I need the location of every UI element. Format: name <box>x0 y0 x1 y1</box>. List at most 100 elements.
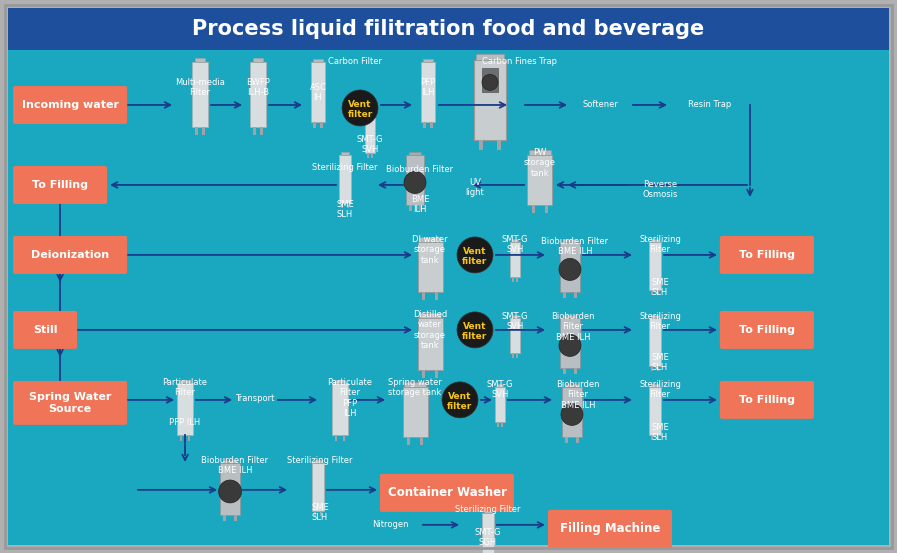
Text: filter: filter <box>462 332 488 341</box>
Bar <box>347 203 349 208</box>
Bar <box>562 387 582 437</box>
Bar <box>560 318 580 368</box>
Text: Resin Trap: Resin Trap <box>688 100 732 109</box>
Circle shape <box>404 171 426 194</box>
Text: SMT-G
SVH: SMT-G SVH <box>501 312 528 331</box>
Bar <box>510 242 520 277</box>
Bar <box>563 292 566 298</box>
Bar <box>339 155 351 203</box>
Bar <box>343 435 345 441</box>
Text: Reverse
Osmosis: Reverse Osmosis <box>642 180 677 199</box>
Text: PW
storage
tank: PW storage tank <box>524 148 556 178</box>
Bar <box>341 152 349 155</box>
Bar <box>187 435 190 441</box>
Bar <box>497 384 503 387</box>
Text: SME
SLH: SME SLH <box>311 503 329 522</box>
Text: Vent: Vent <box>463 322 487 331</box>
Text: SMT-G
SVH: SMT-G SVH <box>487 380 513 399</box>
Text: Sterilizing
Filter: Sterilizing Filter <box>639 380 681 399</box>
Text: Bioburden
Filter
BME ILH: Bioburden Filter BME ILH <box>552 312 595 342</box>
Text: ASC
IH: ASC IH <box>309 83 327 102</box>
FancyBboxPatch shape <box>380 474 514 512</box>
Bar <box>545 205 548 213</box>
FancyBboxPatch shape <box>720 381 814 419</box>
Text: SME
SLH: SME SLH <box>651 423 669 442</box>
Bar <box>651 315 659 318</box>
Bar <box>510 318 520 353</box>
Bar <box>651 384 659 387</box>
Text: filter: filter <box>448 403 473 411</box>
Bar <box>657 366 659 371</box>
Circle shape <box>342 90 378 126</box>
Bar <box>417 318 442 370</box>
Bar <box>367 153 369 158</box>
Text: SME
SLH: SME SLH <box>336 200 354 220</box>
Bar <box>403 387 428 437</box>
Bar <box>422 370 424 378</box>
Bar <box>649 318 661 366</box>
Bar <box>563 315 577 318</box>
Text: UV
light: UV light <box>466 178 484 197</box>
Bar <box>649 387 661 435</box>
Bar <box>476 54 504 60</box>
Bar <box>479 140 483 150</box>
Bar <box>482 513 494 553</box>
FancyBboxPatch shape <box>13 236 127 274</box>
FancyBboxPatch shape <box>13 381 127 425</box>
Bar <box>332 383 348 435</box>
Text: filter: filter <box>462 258 488 267</box>
Bar <box>409 152 421 155</box>
FancyBboxPatch shape <box>13 311 77 349</box>
FancyBboxPatch shape <box>720 236 814 274</box>
Text: Distilled
water
storage
tank: Distilled water storage tank <box>413 310 447 350</box>
Bar <box>649 242 661 290</box>
Text: Vent: Vent <box>348 101 371 109</box>
Bar <box>195 127 197 135</box>
Bar <box>435 370 439 378</box>
Text: BME
ILH: BME ILH <box>411 195 429 215</box>
Bar <box>313 59 323 62</box>
Bar <box>220 463 240 515</box>
FancyBboxPatch shape <box>13 86 127 124</box>
Bar <box>497 422 499 427</box>
Circle shape <box>219 480 241 503</box>
Bar <box>657 435 659 440</box>
Bar <box>511 315 518 318</box>
Bar <box>527 155 553 205</box>
Text: Process liquid filitration food and beverage: Process liquid filitration food and beve… <box>192 19 704 39</box>
Circle shape <box>457 237 493 273</box>
Circle shape <box>559 335 581 356</box>
Text: To Filling: To Filling <box>739 395 795 405</box>
Text: Incoming water: Incoming water <box>22 100 118 110</box>
Text: Carbon Fines Trap: Carbon Fines Trap <box>483 57 557 66</box>
Bar <box>563 239 577 242</box>
Text: Bioburden Filter
BME ILH: Bioburden Filter BME ILH <box>202 456 268 475</box>
Bar <box>417 242 442 292</box>
Text: Softener: Softener <box>582 100 618 109</box>
Bar <box>179 435 182 441</box>
Text: Transport: Transport <box>235 394 274 403</box>
Text: Bioburden Filter
BME ILH: Bioburden Filter BME ILH <box>542 237 608 257</box>
Bar <box>574 368 577 374</box>
Bar <box>431 122 432 128</box>
Bar <box>341 203 343 208</box>
Bar <box>574 292 577 298</box>
Text: Nitrogen: Nitrogen <box>371 520 408 529</box>
Text: Sterilizing Filter: Sterilizing Filter <box>312 163 378 172</box>
Circle shape <box>442 382 478 418</box>
Bar <box>529 150 551 155</box>
Text: BWFP
ILH-B: BWFP ILH-B <box>246 78 270 97</box>
FancyBboxPatch shape <box>13 166 107 204</box>
Text: Vent: Vent <box>463 247 487 257</box>
Bar <box>253 127 256 135</box>
Bar <box>312 463 324 511</box>
Bar <box>8 8 889 50</box>
Bar <box>560 242 580 292</box>
Bar <box>563 368 566 374</box>
Text: Particulate
Filter: Particulate Filter <box>162 378 207 397</box>
Bar <box>406 155 424 205</box>
Bar <box>423 59 432 62</box>
Bar <box>404 382 426 387</box>
Text: Vent: Vent <box>448 393 472 401</box>
Circle shape <box>559 258 581 280</box>
